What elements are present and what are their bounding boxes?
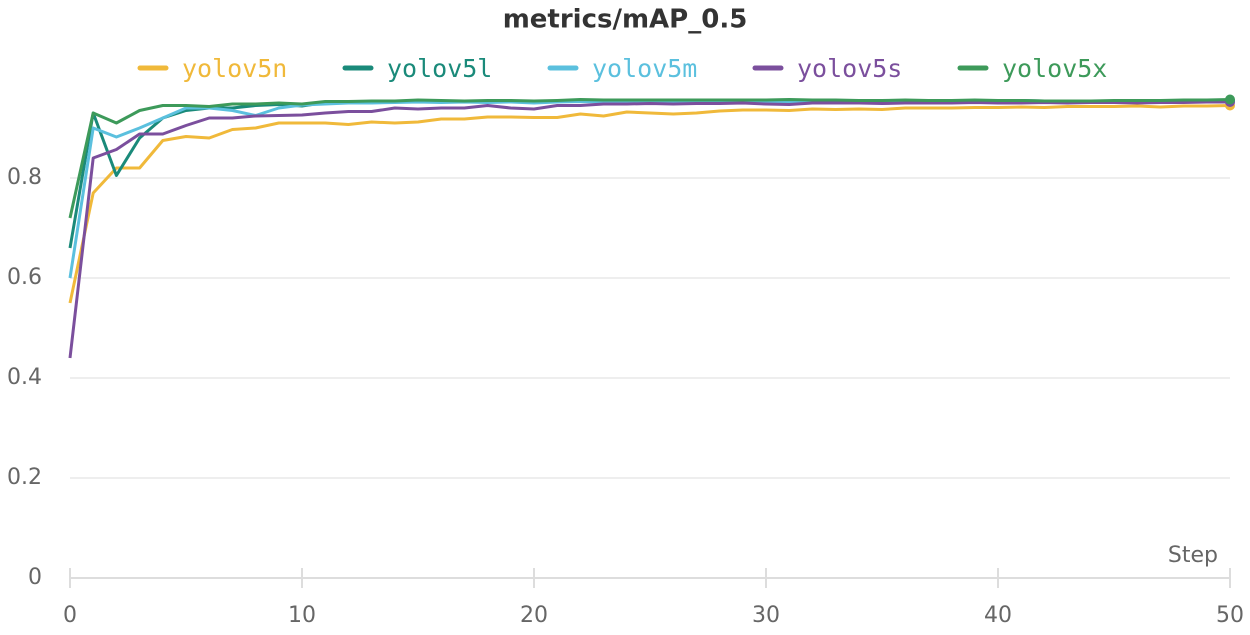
y-tick-label: 0.8 (7, 165, 42, 190)
y-tick-label: 0.6 (7, 265, 42, 290)
x-tick-label: 10 (288, 603, 316, 628)
x-tick-label: 30 (752, 603, 780, 628)
series-line (68, 98, 1230, 249)
series-line (68, 98, 1231, 219)
legend-label: yolov5l (387, 54, 492, 83)
x-tick-label: 50 (1216, 603, 1244, 628)
series-line (68, 104, 1231, 304)
legend-label: yolov5s (797, 54, 902, 83)
chart-title: metrics/mAP_0.5 (503, 5, 748, 35)
legend-label: yolov5n (182, 54, 287, 83)
end-point (1225, 94, 1235, 105)
x-axis-label: Step (1168, 543, 1218, 568)
x-tick-label: 20 (520, 603, 548, 628)
x-tick-label: 40 (984, 603, 1012, 628)
legend-label: yolov5m (592, 54, 697, 83)
y-tick-label: 0.4 (7, 365, 42, 390)
y-tick-label: 0.2 (7, 465, 42, 490)
legend-label: yolov5x (1002, 54, 1107, 83)
y-tick-label: 0 (28, 565, 42, 590)
x-tick-label: 0 (63, 603, 77, 628)
series-line (68, 100, 1230, 359)
